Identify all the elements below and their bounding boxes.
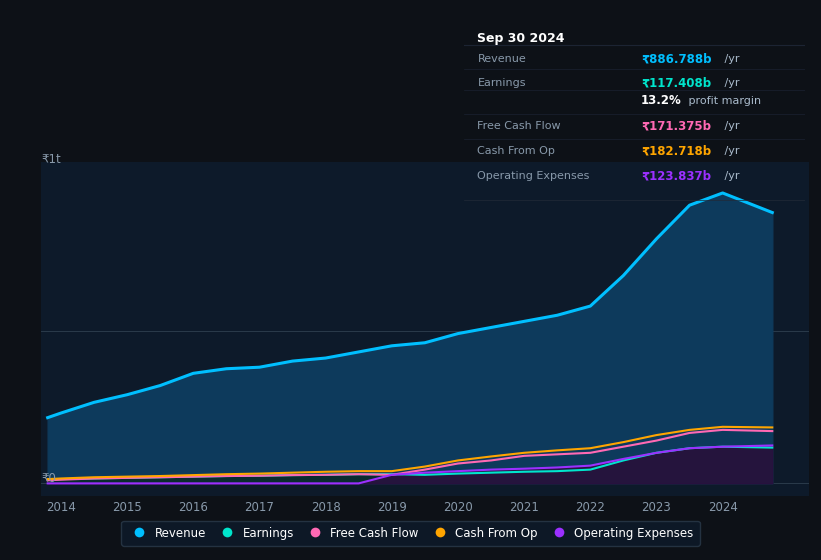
- Text: ₹0: ₹0: [41, 472, 56, 486]
- Text: Operating Expenses: Operating Expenses: [478, 171, 589, 181]
- Text: /yr: /yr: [721, 146, 739, 156]
- Text: Sep 30 2024: Sep 30 2024: [478, 32, 565, 45]
- Text: Cash From Op: Cash From Op: [478, 146, 555, 156]
- Text: 13.2% profit margin: 13.2% profit margin: [641, 96, 753, 106]
- Text: ₹117.408b: ₹117.408b: [641, 77, 711, 90]
- Text: ₹182.718b: ₹182.718b: [641, 144, 711, 157]
- Text: Revenue: Revenue: [478, 54, 526, 64]
- Text: profit margin: profit margin: [686, 96, 761, 106]
- Text: ₹182.718b /yr: ₹182.718b /yr: [641, 146, 720, 156]
- Text: ₹117.408b /yr: ₹117.408b /yr: [641, 78, 720, 88]
- Text: /yr: /yr: [721, 78, 739, 88]
- Text: Free Cash Flow: Free Cash Flow: [478, 121, 561, 131]
- Text: ₹1t: ₹1t: [41, 153, 61, 166]
- Text: ₹886.788b: ₹886.788b: [641, 53, 712, 66]
- Text: /yr: /yr: [721, 121, 739, 131]
- Text: ₹171.375b: ₹171.375b: [641, 119, 711, 133]
- Text: /yr: /yr: [721, 171, 739, 181]
- Text: 13.2%: 13.2%: [641, 94, 681, 108]
- Text: ₹171.375b /yr: ₹171.375b /yr: [641, 121, 719, 131]
- Legend: Revenue, Earnings, Free Cash Flow, Cash From Op, Operating Expenses: Revenue, Earnings, Free Cash Flow, Cash …: [122, 521, 699, 546]
- Text: ₹886.788b /yr: ₹886.788b /yr: [641, 54, 720, 64]
- Text: ₹123.837b /yr: ₹123.837b /yr: [641, 171, 720, 181]
- Text: ₹123.837b: ₹123.837b: [641, 170, 711, 183]
- Text: Earnings: Earnings: [478, 78, 526, 88]
- Text: /yr: /yr: [721, 54, 739, 64]
